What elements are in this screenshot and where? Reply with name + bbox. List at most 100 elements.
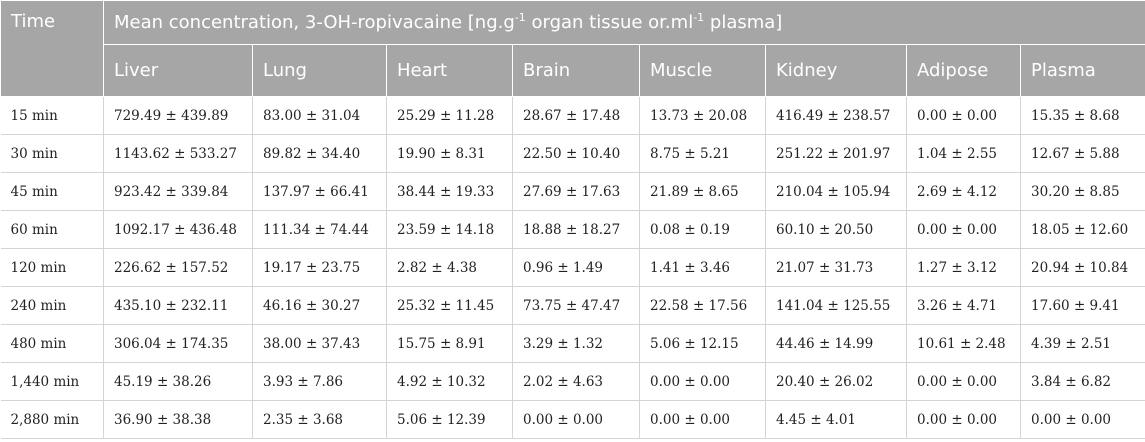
table-row: 120 min 226.62 ± 157.52 19.17 ± 23.75 2.82 … [0,248,1145,287]
time-cell: 480 min [0,324,104,363]
group-header-suffix: plasma] [704,12,783,33]
time-cell: 45 min [0,172,104,211]
value-cell: 5.06 ± 12.39 [386,400,513,439]
value-cell: 12.67 ± 5.88 [1019,134,1145,173]
group-header-prefix: Mean concentration, 3-OH-ropivacaine [ng… [114,12,515,33]
table-row: 45 min 923.42 ± 339.84 137.97 ± 66.41 38.44… [0,172,1145,211]
value-cell: 2.82 ± 4.38 [386,248,513,287]
value-cell: 0.00 ± 0.00 [906,210,1021,249]
value-cell: 45.19 ± 38.26 [103,362,253,401]
table-row: 15 min 729.49 ± 439.89 83.00 ± 31.04 25.29 … [0,96,1145,135]
time-cell: 15 min [0,96,104,135]
value-cell: 19.17 ± 23.75 [252,248,387,287]
value-cell: 1.27 ± 3.12 [906,248,1021,287]
value-cell: 137.97 ± 66.41 [252,172,387,211]
table-row: 480 min 306.04 ± 174.35 38.00 ± 37.43 15.75… [0,324,1145,363]
value-cell: 0.00 ± 0.00 [906,362,1021,401]
table-body: 15 min 729.49 ± 439.89 83.00 ± 31.04 25.29 … [0,96,1145,439]
group-header: Mean concentration, 3-OH-ropivacaine [ng… [102,0,1145,45]
table-row: 1,440 min 45.19 ± 38.26 3.93 ± 7.86 4.92 ± … [0,362,1145,401]
column-header-kidney: Kidney [765,44,907,97]
value-cell: 18.05 ± 12.60 [1019,210,1145,249]
value-cell: 0.00 ± 0.00 [906,96,1021,135]
value-cell: 20.94 ± 10.84 [1019,248,1145,287]
value-cell: 2.69 ± 4.12 [906,172,1021,211]
value-cell: 2.35 ± 3.68 [252,400,387,439]
table-row: 30 min 1143.62 ± 533.27 89.82 ± 34.40 19.90… [0,134,1145,173]
value-cell: 435.10 ± 232.11 [103,286,253,325]
value-cell: 60.10 ± 20.50 [765,210,907,249]
header-row-group: Time Mean concentration, 3-OH-ropivacain… [0,0,1145,97]
value-cell: 729.49 ± 439.89 [103,96,253,135]
value-cell: 3.26 ± 4.71 [906,286,1021,325]
value-cell: 22.58 ± 17.56 [639,286,766,325]
value-cell: 36.90 ± 38.38 [103,400,253,439]
value-cell: 923.42 ± 339.84 [103,172,253,211]
column-header-liver: Liver [103,44,253,97]
value-cell: 13.73 ± 20.08 [639,96,766,135]
table-row: 60 min 1092.17 ± 436.48 111.34 ± 74.44 23.5… [0,210,1145,249]
value-cell: 15.75 ± 8.91 [386,324,513,363]
time-cell: 2,880 min [0,400,104,439]
value-cell: 226.62 ± 157.52 [103,248,253,287]
value-cell: 8.75 ± 5.21 [639,134,766,173]
column-header-heart: Heart [386,44,513,97]
value-cell: 38.44 ± 19.33 [386,172,513,211]
column-header-lung: Lung [252,44,387,97]
value-cell: 89.82 ± 34.40 [252,134,387,173]
value-cell: 0.08 ± 0.19 [639,210,766,249]
table-row: 2,880 min 36.90 ± 38.38 2.35 ± 3.68 5.06 ± … [0,400,1145,439]
value-cell: 46.16 ± 30.27 [252,286,387,325]
value-cell: 306.04 ± 174.35 [103,324,253,363]
value-cell: 4.39 ± 2.51 [1019,324,1145,363]
value-cell: 73.75 ± 47.47 [512,286,640,325]
value-cell: 0.00 ± 0.00 [639,362,766,401]
value-cell: 0.96 ± 1.49 [512,248,640,287]
table-header: Time Mean concentration, 3-OH-ropivacain… [0,0,1145,97]
time-cell: 60 min [0,210,104,249]
value-cell: 1.41 ± 3.46 [639,248,766,287]
group-header-sup2: -1 [693,11,705,24]
value-cell: 83.00 ± 31.04 [252,96,387,135]
column-header-adipose: Adipose [906,44,1021,97]
value-cell: 4.45 ± 4.01 [765,400,907,439]
value-cell: 0.00 ± 0.00 [906,400,1021,439]
group-header-sup1: -1 [514,11,526,24]
column-header-brain: Brain [512,44,640,97]
value-cell: 0.00 ± 0.00 [512,400,640,439]
value-cell: 21.07 ± 31.73 [765,248,907,287]
time-cell: 120 min [0,248,104,287]
value-cell: 111.34 ± 74.44 [252,210,387,249]
value-cell: 10.61 ± 2.48 [906,324,1021,363]
value-cell: 3.93 ± 7.86 [252,362,387,401]
value-cell: 19.90 ± 8.31 [386,134,513,173]
value-cell: 210.04 ± 105.94 [765,172,907,211]
value-cell: 2.02 ± 4.63 [512,362,640,401]
column-header-plasma: Plasma [1019,44,1145,97]
table-row: 240 min 435.10 ± 232.11 46.16 ± 30.27 25.32… [0,286,1145,325]
time-cell: 1,440 min [0,362,104,401]
value-cell: 5.06 ± 12.15 [639,324,766,363]
value-cell: 44.46 ± 14.99 [765,324,907,363]
value-cell: 20.40 ± 26.02 [765,362,907,401]
value-cell: 0.00 ± 0.00 [1019,400,1145,439]
value-cell: 1092.17 ± 436.48 [103,210,253,249]
header-row-columns: Liver Lung Heart Brain Muscle Kidney Adi… [1,44,1145,97]
value-cell: 3.29 ± 1.32 [512,324,640,363]
value-cell: 0.00 ± 0.00 [639,400,766,439]
value-cell: 17.60 ± 9.41 [1019,286,1145,325]
value-cell: 22.50 ± 10.40 [512,134,640,173]
value-cell: 1143.62 ± 533.27 [103,134,253,173]
value-cell: 30.20 ± 8.85 [1019,172,1145,211]
value-cell: 25.29 ± 11.28 [386,96,513,135]
value-cell: 28.67 ± 17.48 [512,96,640,135]
value-cell: 4.92 ± 10.32 [386,362,513,401]
value-cell: 141.04 ± 125.55 [765,286,907,325]
value-cell: 25.32 ± 11.45 [386,286,513,325]
value-cell: 21.89 ± 8.65 [639,172,766,211]
column-header-muscle: Muscle [639,44,766,97]
time-cell: 30 min [0,134,104,173]
group-header-middle: organ tissue or.ml [525,12,694,33]
value-cell: 38.00 ± 37.43 [252,324,387,363]
